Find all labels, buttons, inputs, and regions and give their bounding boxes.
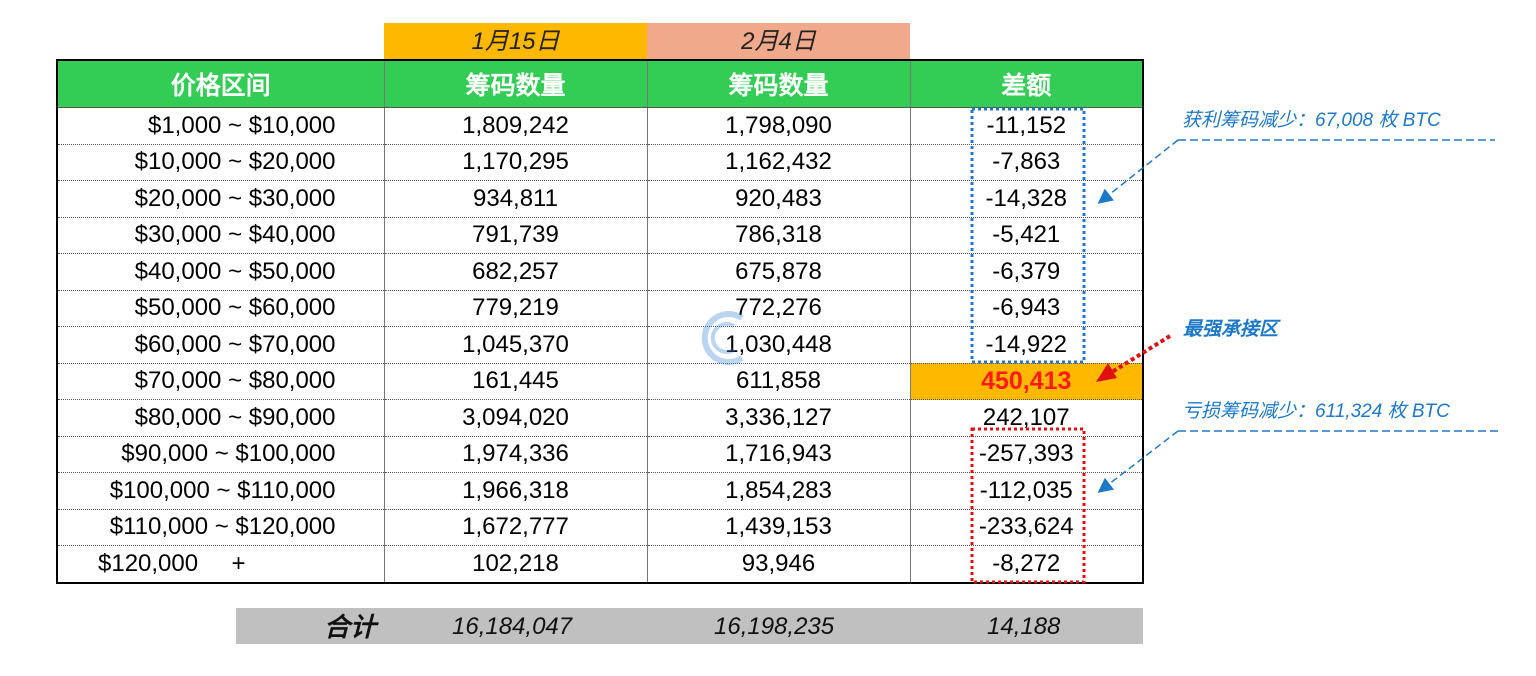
chips-feb-cell: 1,030,448 bbox=[646, 326, 911, 364]
chips-jan-cell: 1,672,777 bbox=[383, 509, 648, 546]
chips-feb-cell: 1,798,090 bbox=[646, 107, 911, 145]
header-chips-jan: 筹码数量 bbox=[383, 60, 648, 108]
range-cell: $10,000 ~ $20,000 bbox=[56, 144, 385, 181]
chips-jan-cell: 3,094,020 bbox=[383, 399, 648, 437]
difference-cell: -233,624 bbox=[909, 509, 1144, 546]
chips-jan-cell: 1,170,295 bbox=[383, 144, 648, 181]
range-cell: $50,000 ~ $60,000 bbox=[56, 290, 385, 327]
chips-feb-cell: 1,854,283 bbox=[646, 472, 911, 510]
table-row: $70,000 ~ $80,000 161,445 611,858 450,413 bbox=[56, 363, 1144, 400]
chips-feb-cell: 772,276 bbox=[646, 290, 911, 327]
difference-cell: -6,379 bbox=[909, 253, 1144, 291]
table-row: $1,000 ~ $10,000 1,809,242 1,798,090 -11,15… bbox=[56, 107, 1144, 145]
range-cell: $120,000 + bbox=[56, 545, 385, 583]
range-cell: $80,000 ~ $90,000 bbox=[56, 399, 385, 437]
chips-jan-cell: 1,045,370 bbox=[383, 326, 648, 364]
difference-cell: -6,943 bbox=[909, 290, 1144, 327]
difference-cell: -14,922 bbox=[909, 326, 1144, 364]
chips-feb-cell: 611,858 bbox=[646, 363, 911, 400]
table-row: $40,000 ~ $50,000 682,257 675,878 -6,379 bbox=[56, 253, 1144, 291]
watermark-logo bbox=[701, 311, 744, 365]
chips-feb-cell: 3,336,127 bbox=[646, 399, 911, 437]
total-jan: 16,184,047 bbox=[452, 613, 573, 640]
profit-annotation: 获利筹码减少：67,008 枚 BTC bbox=[1182, 110, 1441, 131]
chips-jan-cell: 1,809,242 bbox=[383, 107, 648, 145]
difference-cell: -5,421 bbox=[909, 217, 1144, 254]
chips-jan-cell: 161,445 bbox=[383, 363, 648, 400]
chips-jan-cell: 779,219 bbox=[383, 290, 648, 327]
table-row: $30,000 ~ $40,000 791,739 786,318 -5,421 bbox=[56, 217, 1144, 254]
table-row: $100,000 ~ $110,000 1,966,318 1,854,283 -11… bbox=[56, 472, 1144, 510]
chips-feb-cell: 1,716,943 bbox=[646, 436, 911, 473]
date-header-jan: 1月15日 bbox=[384, 23, 647, 59]
range-cell: $30,000 ~ $40,000 bbox=[56, 217, 385, 254]
total-feb: 16,198,235 bbox=[714, 613, 835, 640]
table-row: $10,000 ~ $20,000 1,170,295 1,162,432 -7,86… bbox=[56, 144, 1144, 181]
support-arrow bbox=[1110, 334, 1172, 374]
chips-jan-cell: 682,257 bbox=[383, 253, 648, 291]
chips-feb-cell: 920,483 bbox=[646, 180, 911, 218]
date-header-feb: 2月4日 bbox=[647, 23, 910, 59]
header-chips-feb: 筹码数量 bbox=[646, 60, 911, 108]
range-cell: $20,000 ~ $30,000 bbox=[56, 180, 385, 218]
difference-cell: -8,272 bbox=[909, 545, 1144, 583]
chips-feb-cell: 675,878 bbox=[646, 253, 911, 291]
chips-feb-cell: 93,946 bbox=[646, 545, 911, 583]
difference-cell: -7,863 bbox=[909, 144, 1144, 181]
chips-feb-cell: 1,162,432 bbox=[646, 144, 911, 181]
total-label: 合计 bbox=[324, 612, 377, 642]
total-diff: 14,188 bbox=[987, 613, 1061, 640]
loss-region-box bbox=[970, 427, 1086, 584]
table-header-row: 价格区间 筹码数量 筹码数量 差额 bbox=[56, 60, 1144, 108]
chips-jan-cell: 934,811 bbox=[383, 180, 648, 218]
table-row: $110,000 ~ $120,000 1,672,777 1,439,153 -23… bbox=[56, 509, 1144, 546]
header-difference: 差额 bbox=[909, 60, 1144, 108]
chips-jan-cell: 791,739 bbox=[383, 217, 648, 254]
profit-region-box bbox=[970, 107, 1086, 364]
profit-arrow bbox=[1097, 139, 1179, 204]
range-cell: $60,000 ~ $70,000 bbox=[56, 326, 385, 364]
table-row: $120,000 +102,218 93,946 -8,272 bbox=[56, 545, 1144, 583]
table-row: $90,000 ~ $100,000 1,974,336 1,716,943 -257… bbox=[56, 436, 1144, 473]
chips-jan-cell: 1,966,318 bbox=[383, 472, 648, 510]
header-price-range: 价格区间 bbox=[56, 60, 385, 108]
range-cell: $70,000 ~ $80,000 bbox=[56, 363, 385, 400]
difference-cell: -11,152 bbox=[909, 107, 1144, 145]
table-row: $60,000 ~ $70,000 1,045,370 1,030,448 -14,9… bbox=[56, 326, 1144, 364]
chips-jan-cell: 102,218 bbox=[383, 545, 648, 583]
support-annotation: 最强承接区 bbox=[1183, 319, 1279, 340]
table-row: $50,000 ~ $60,000 779,219 772,276 -6,943 bbox=[56, 290, 1144, 327]
range-cell: $1,000 ~ $10,000 bbox=[56, 107, 385, 145]
difference-cell: -257,393 bbox=[909, 436, 1144, 473]
range-cell: $90,000 ~ $100,000 bbox=[56, 436, 385, 473]
chips-jan-cell: 1,974,336 bbox=[383, 436, 648, 473]
chips-feb-cell: 786,318 bbox=[646, 217, 911, 254]
total-row: 合计 16,184,047 16,198,235 14,188 bbox=[236, 608, 1143, 644]
support-arrowhead bbox=[1096, 363, 1117, 382]
range-cell: $100,000 ~ $110,000 bbox=[56, 472, 385, 510]
loss-annotation: 亏损筹码减少：611,324 枚 BTC bbox=[1182, 401, 1450, 422]
chip-distribution-table: 价格区间 筹码数量 筹码数量 差额 $1,000 ~ $10,000 1,809,… bbox=[56, 59, 1144, 584]
chips-feb-cell: 1,439,153 bbox=[646, 509, 911, 546]
loss-arrow bbox=[1097, 430, 1179, 493]
range-cell: $40,000 ~ $50,000 bbox=[56, 253, 385, 291]
range-cell: $110,000 ~ $120,000 bbox=[56, 509, 385, 546]
